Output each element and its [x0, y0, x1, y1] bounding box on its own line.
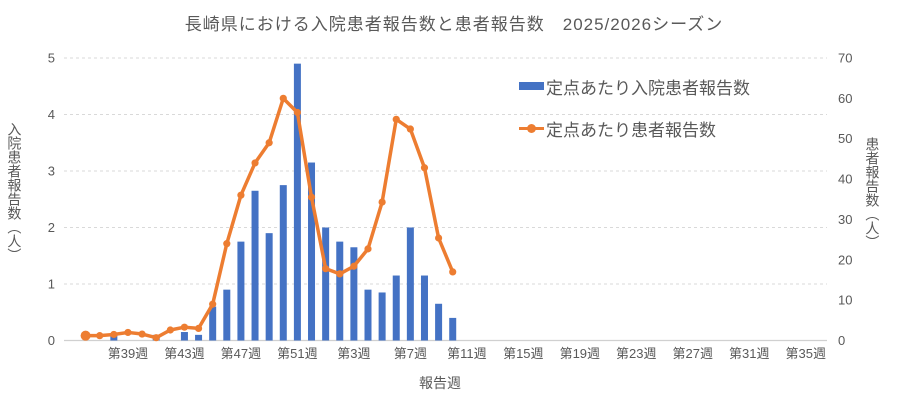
right-tick-label: 70: [838, 51, 852, 66]
x-tick-label: 第51週: [277, 346, 317, 361]
left-tick-label: 4: [48, 107, 55, 122]
bar: [350, 247, 358, 341]
x-tick-label: 第39週: [108, 346, 148, 361]
bar: [392, 275, 400, 341]
line-point: [237, 191, 245, 199]
bar: [336, 241, 344, 341]
bar: [406, 227, 414, 341]
line-point: [293, 108, 301, 117]
x-tick-label: 第3週: [337, 346, 370, 361]
line-point: [138, 330, 146, 338]
legend-label-patients: 定点あたり患者報告数: [546, 120, 716, 140]
x-tick-label: 第23週: [616, 346, 656, 361]
x-tick-label: 第19週: [560, 346, 600, 361]
x-tick-label: 第31週: [729, 346, 769, 361]
right-tick-label: 10: [838, 293, 852, 308]
x-tick-label: 第15週: [503, 346, 543, 361]
line-point: [251, 159, 259, 167]
bar: [364, 289, 372, 341]
bar: [223, 289, 231, 341]
x-axis-title: 報告週: [419, 375, 461, 391]
line-point: [180, 323, 189, 331]
right-tick-label: 40: [838, 172, 852, 187]
chart-title: 長崎県における入院患者報告数と患者報告数 2025/2026シーズン: [184, 15, 724, 34]
line-point: [322, 265, 330, 273]
right-tick-label: 20: [838, 252, 852, 267]
right-tick-label: 30: [838, 212, 852, 227]
bar: [209, 306, 217, 341]
line-point: [307, 193, 316, 201]
left-tick-label: 3: [48, 164, 55, 179]
line-point: [279, 94, 287, 102]
right-tick-label: 50: [838, 131, 852, 146]
right-axis-title: 患者報告数（人）: [864, 137, 881, 249]
line-point: [364, 245, 372, 253]
bar: [322, 227, 330, 341]
legend-label-hospitalized: 定点あたり入院患者報告数: [546, 78, 750, 98]
left-axis-title: 入院患者報告数（人）: [6, 122, 23, 262]
line-point: [378, 198, 386, 206]
line-point: [80, 330, 91, 341]
x-tick-label: 第47週: [221, 346, 261, 361]
x-tick-label: 第35週: [785, 346, 825, 361]
line-point: [223, 240, 231, 248]
bar: [265, 233, 273, 341]
bar: [378, 292, 386, 341]
bar: [279, 185, 287, 341]
legend-item-hospitalized: 定点あたり入院患者報告数: [519, 75, 750, 98]
line-point: [420, 164, 429, 172]
left-tick-label: 5: [48, 51, 55, 66]
x-tick-label: 第27週: [673, 346, 713, 361]
bar: [237, 241, 245, 341]
bar: [195, 334, 203, 341]
bar-swatch-icon: [519, 82, 544, 90]
legend-item-patients: 定点あたり患者報告数: [519, 117, 750, 140]
line-dot-swatch-icon: [519, 123, 544, 133]
line-point: [110, 330, 118, 339]
line-point: [350, 262, 358, 270]
x-tick-label: 第43週: [164, 346, 204, 361]
bar: [449, 317, 457, 341]
line-point: [336, 270, 344, 278]
right-tick-label: 60: [838, 91, 852, 106]
bar: [435, 303, 443, 341]
left-tick-label: 1: [48, 277, 55, 292]
line-point: [435, 234, 443, 242]
line-point: [265, 139, 273, 147]
x-tick-label: 第7週: [394, 346, 427, 361]
x-tick-label: 第11週: [447, 346, 487, 361]
left-tick-label: 0: [48, 333, 55, 348]
line-point: [209, 300, 217, 308]
bar: [293, 63, 301, 341]
line-point: [449, 268, 457, 276]
right-tick-label: 0: [838, 333, 845, 348]
bar: [308, 162, 316, 341]
line-point: [124, 328, 132, 337]
bar: [180, 332, 188, 341]
line-point: [96, 332, 104, 340]
line-point: [392, 115, 400, 123]
line-point: [166, 326, 174, 334]
line-point: [406, 125, 414, 133]
line-point: [194, 324, 203, 332]
left-tick-label: 2: [48, 220, 55, 235]
line-point: [152, 334, 160, 342]
bar: [251, 190, 259, 341]
bar: [420, 275, 428, 341]
legend: 定点あたり入院患者報告数 定点あたり患者報告数: [519, 75, 750, 159]
